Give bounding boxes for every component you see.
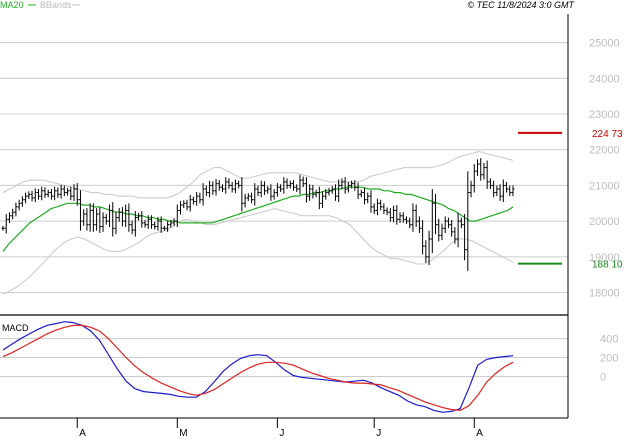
price-tick-label: 19000 bbox=[589, 252, 620, 264]
price-tick-label: 22000 bbox=[589, 145, 620, 157]
price-tick-label: 23000 bbox=[589, 109, 620, 121]
price-levels: 224 73 188 10 bbox=[518, 129, 623, 271]
price-axis: 18000 19000 20000 21000 22000 23000 24000 25000 bbox=[589, 38, 620, 300]
price-tick-label: 18000 bbox=[589, 288, 620, 300]
macd-grid bbox=[0, 338, 568, 377]
price-grid bbox=[0, 42, 568, 294]
legend-bbands: BBands bbox=[40, 0, 72, 10]
macd-axis: 0 200 400 bbox=[600, 334, 618, 384]
price-bars bbox=[1, 158, 515, 271]
macd-panel-title: MACD bbox=[2, 323, 29, 333]
month-label: A bbox=[79, 428, 86, 439]
month-label: A bbox=[476, 428, 483, 439]
support-label: 188 10 bbox=[592, 260, 623, 271]
legend-ma20: MA20 bbox=[0, 0, 24, 10]
macd-lines bbox=[2, 321, 514, 413]
month-label: J bbox=[279, 428, 284, 439]
chart-frame bbox=[0, 14, 569, 419]
macd-tick-label: 200 bbox=[600, 353, 618, 365]
copyright-timestamp: © TEC 11/8/2024 3:0 GMT bbox=[467, 0, 575, 10]
ma20-line bbox=[2, 186, 514, 252]
price-tick-label: 21000 bbox=[589, 180, 620, 192]
price-tick-label: 25000 bbox=[589, 38, 620, 50]
bbands-lower-line bbox=[2, 208, 514, 295]
bbands-upper-line bbox=[2, 150, 514, 199]
macd-tick-label: 400 bbox=[600, 334, 618, 346]
price-tick-label: 20000 bbox=[589, 216, 620, 228]
macd-line bbox=[2, 321, 514, 413]
ma20-line-group bbox=[2, 186, 514, 252]
resistance-label: 224 73 bbox=[592, 129, 623, 140]
bollinger-bands bbox=[2, 150, 514, 295]
price-tick-label: 24000 bbox=[589, 73, 620, 85]
macd-tick-label: 0 bbox=[600, 371, 606, 383]
month-label: M bbox=[179, 428, 187, 439]
month-label: J bbox=[376, 428, 381, 439]
signal-line bbox=[2, 324, 514, 412]
